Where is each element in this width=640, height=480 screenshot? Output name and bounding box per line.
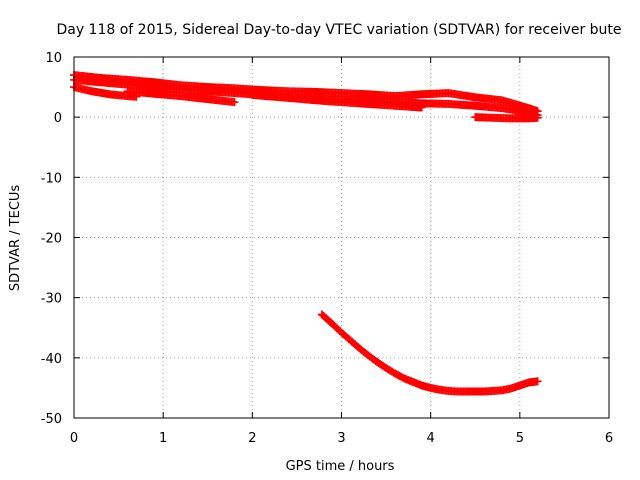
data-point <box>417 103 426 112</box>
x-tick-label: 4 <box>427 431 435 446</box>
y-tick-label: -50 <box>41 412 62 427</box>
y-tick-label: -10 <box>41 171 62 186</box>
y-tick-label: -40 <box>41 352 62 367</box>
x-axis-label: GPS time / hours <box>286 459 395 474</box>
y-tick-label: 10 <box>45 51 62 66</box>
x-tick-label: 6 <box>605 431 613 446</box>
x-tick-label: 3 <box>337 431 345 446</box>
plot-frame <box>73 56 610 419</box>
y-tick-label: -30 <box>41 292 62 307</box>
data-point <box>533 113 542 122</box>
data-point <box>533 377 542 386</box>
data-points <box>70 71 542 396</box>
chart-title: Day 118 of 2015, Sidereal Day-to-day VTE… <box>56 22 621 38</box>
data-point <box>230 98 239 107</box>
x-tick-label: 5 <box>516 431 524 446</box>
y-tick-label: -20 <box>41 232 62 247</box>
y-tick-label: 0 <box>54 111 62 126</box>
x-tick-label: 1 <box>159 431 167 446</box>
y-axis-label: SDTVAR / TECUs <box>8 185 23 292</box>
x-tick-label: 2 <box>248 431 256 446</box>
x-tick-label: 0 <box>70 431 78 446</box>
